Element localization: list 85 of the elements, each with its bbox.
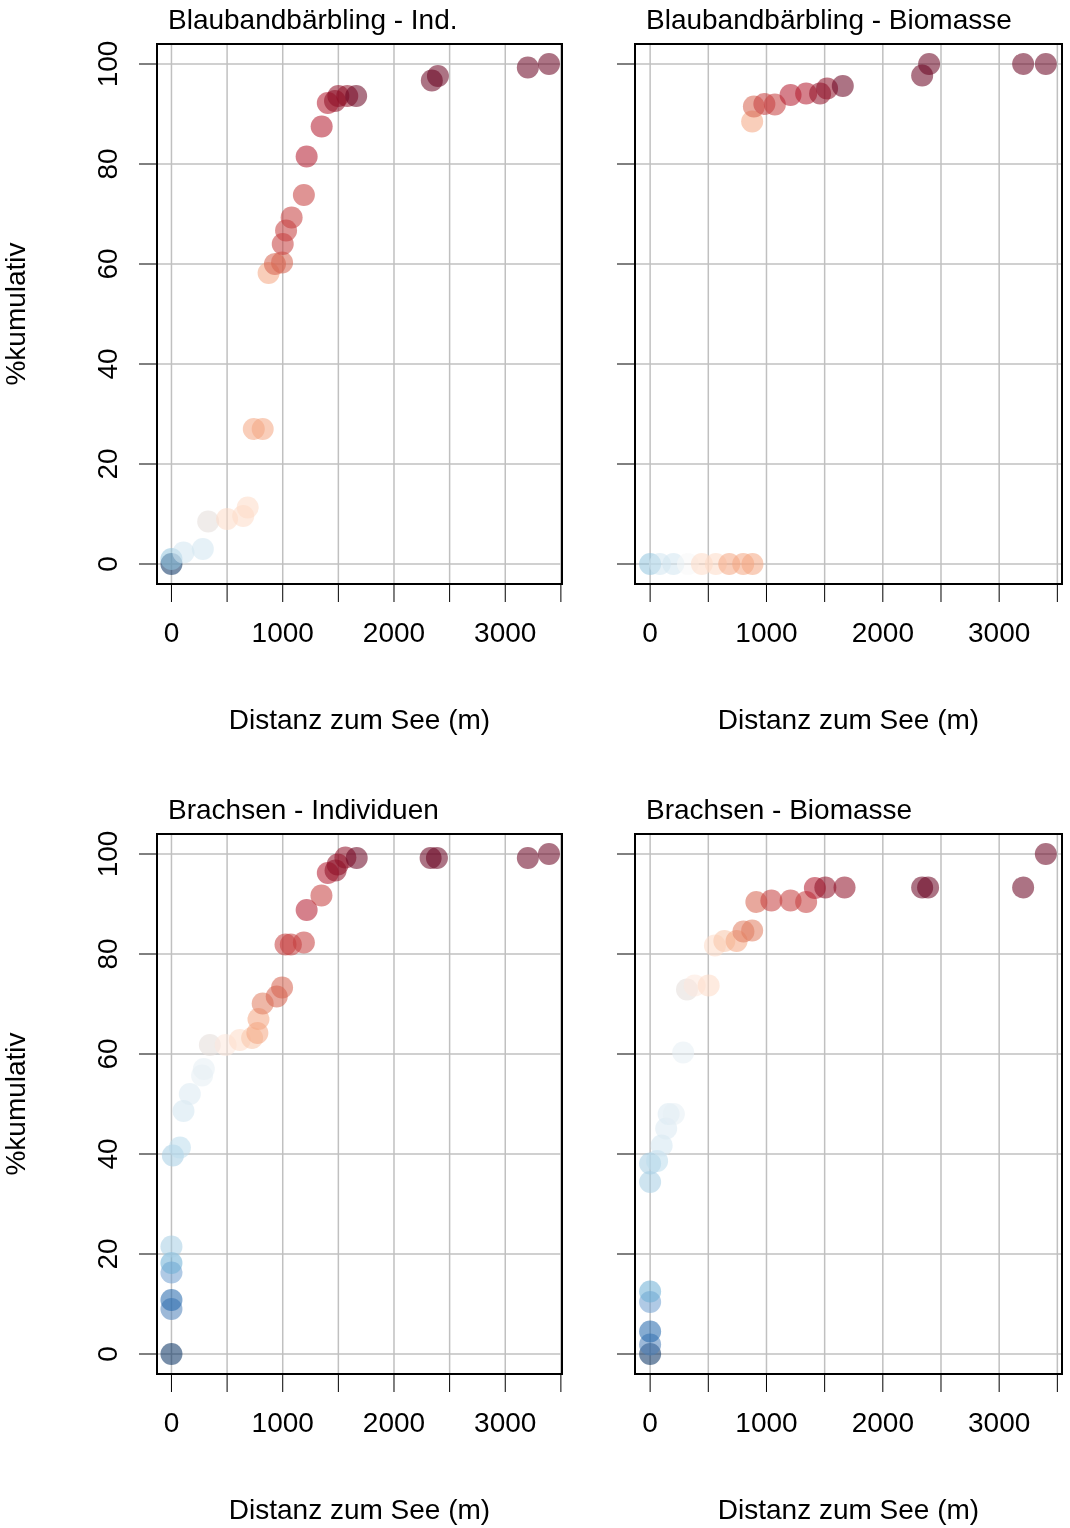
point bbox=[741, 553, 764, 575]
point bbox=[191, 538, 214, 560]
point bbox=[833, 876, 856, 899]
x-tick-label: 1000 bbox=[251, 1407, 314, 1438]
point bbox=[251, 418, 274, 440]
point bbox=[697, 974, 720, 997]
point bbox=[814, 876, 837, 899]
point bbox=[295, 899, 318, 921]
point bbox=[1034, 53, 1057, 75]
point bbox=[280, 206, 303, 229]
point bbox=[271, 251, 294, 274]
point bbox=[760, 889, 783, 912]
chart-title: Blaubandbärbling - Ind. bbox=[168, 4, 458, 36]
point bbox=[345, 847, 368, 869]
y-tick-label: 100 bbox=[92, 40, 123, 88]
y-tick-label: 60 bbox=[92, 248, 123, 280]
x-tick-label: 2000 bbox=[851, 1407, 914, 1438]
point bbox=[168, 1136, 191, 1159]
x-tick-label: 1000 bbox=[735, 1407, 798, 1438]
point bbox=[639, 1280, 662, 1303]
point bbox=[672, 1041, 695, 1064]
chart-title: Brachsen - Biomasse bbox=[646, 794, 913, 826]
point bbox=[650, 1134, 673, 1157]
point bbox=[918, 53, 941, 75]
point bbox=[763, 93, 786, 116]
y-tick-label: 0 bbox=[92, 556, 123, 572]
x-tick-label: 0 bbox=[163, 617, 180, 648]
point bbox=[292, 931, 315, 954]
point bbox=[271, 976, 294, 999]
x-tick-label: 1000 bbox=[251, 617, 314, 648]
point bbox=[310, 884, 333, 907]
point bbox=[831, 75, 854, 97]
point bbox=[236, 496, 259, 519]
point bbox=[426, 65, 449, 87]
point bbox=[160, 1235, 183, 1258]
point bbox=[292, 184, 315, 206]
point bbox=[1034, 843, 1057, 865]
x-tick-label: 2000 bbox=[851, 617, 914, 648]
point bbox=[639, 1320, 662, 1343]
y-tick-label: 60 bbox=[92, 1038, 123, 1070]
y-tick-label: 40 bbox=[92, 348, 123, 380]
point bbox=[537, 53, 560, 75]
y-tick-label: 20 bbox=[92, 448, 123, 480]
point bbox=[295, 145, 318, 168]
x-tick-label: 0 bbox=[163, 1407, 180, 1438]
point bbox=[310, 115, 333, 138]
x-axis-title: Distanz zum See (m) bbox=[717, 1494, 980, 1525]
point bbox=[1012, 53, 1035, 75]
chart-title: Brachsen - Individuen bbox=[168, 794, 439, 826]
x-tick-label: 3000 bbox=[968, 1407, 1031, 1438]
point bbox=[160, 1343, 183, 1365]
y-tick-label: 80 bbox=[92, 148, 123, 180]
x-tick-label: 1000 bbox=[735, 617, 798, 648]
y-tick-label: 20 bbox=[92, 1238, 123, 1270]
chart-title: Blaubandbärbling - Biomasse bbox=[646, 4, 1012, 36]
y-tick-label: 40 bbox=[92, 1138, 123, 1170]
x-tick-label: 2000 bbox=[362, 617, 426, 648]
x-tick-label: 0 bbox=[642, 617, 658, 648]
point bbox=[741, 919, 764, 942]
y-axis-title: %kumulativ bbox=[0, 242, 31, 386]
point bbox=[425, 847, 448, 869]
point bbox=[160, 1289, 183, 1311]
point bbox=[172, 541, 195, 564]
point bbox=[537, 843, 560, 865]
point bbox=[639, 1171, 662, 1193]
point bbox=[172, 1100, 195, 1122]
x-tick-label: 2000 bbox=[362, 1407, 426, 1438]
point bbox=[516, 56, 539, 79]
y-tick-label: 80 bbox=[92, 938, 123, 970]
y-axis-title: %kumulativ bbox=[0, 1032, 31, 1176]
x-axis-title: Distanz zum See (m) bbox=[228, 1494, 491, 1525]
x-tick-label: 3000 bbox=[474, 617, 537, 648]
point bbox=[917, 876, 940, 899]
x-axis-title: Distanz zum See (m) bbox=[717, 704, 980, 735]
y-tick-label: 100 bbox=[92, 830, 123, 878]
point bbox=[197, 510, 220, 533]
point bbox=[178, 1083, 201, 1105]
x-tick-label: 3000 bbox=[474, 1407, 537, 1438]
point bbox=[516, 847, 539, 869]
x-axis-title: Distanz zum See (m) bbox=[228, 704, 491, 735]
point bbox=[1012, 876, 1035, 899]
x-tick-label: 3000 bbox=[968, 617, 1031, 648]
point bbox=[345, 85, 368, 107]
x-tick-label: 0 bbox=[642, 1407, 658, 1438]
y-tick-label: 0 bbox=[92, 1346, 123, 1362]
